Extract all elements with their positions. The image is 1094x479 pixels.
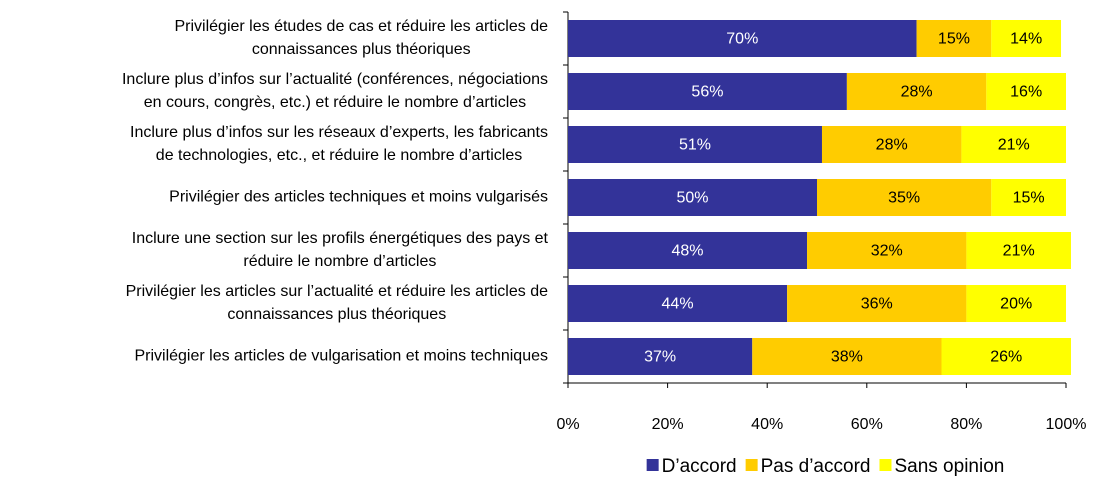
x-tick-label: 40% bbox=[751, 416, 783, 433]
bar-segment bbox=[568, 126, 822, 163]
category-label: Privilégier les articles sur l’actualité… bbox=[126, 283, 548, 300]
value-label: 38% bbox=[831, 349, 863, 366]
category-label: Privilégier des articles techniques et m… bbox=[169, 189, 548, 206]
x-tick-label: 80% bbox=[950, 416, 982, 433]
category-label: connaissances plus théoriques bbox=[227, 306, 446, 323]
category-label: réduire le nombre d’articles bbox=[243, 253, 436, 270]
x-tick-label: 60% bbox=[851, 416, 883, 433]
bar-segment bbox=[787, 285, 967, 322]
value-label: 20% bbox=[1000, 296, 1032, 313]
value-label: 37% bbox=[644, 349, 676, 366]
legend-label: D’accord bbox=[662, 456, 737, 477]
bar-segment bbox=[966, 285, 1066, 322]
value-label: 26% bbox=[990, 349, 1022, 366]
category-label: connaissances plus théoriques bbox=[252, 41, 471, 58]
value-label: 28% bbox=[901, 84, 933, 101]
legend-label: Pas d’accord bbox=[761, 456, 871, 477]
x-tick-label: 20% bbox=[652, 416, 684, 433]
bar-segment bbox=[568, 20, 917, 57]
value-label: 48% bbox=[672, 243, 704, 260]
legend-swatch bbox=[646, 459, 659, 471]
x-tick-label: 100% bbox=[1046, 416, 1087, 433]
value-label: 44% bbox=[662, 296, 694, 313]
bar-segment bbox=[568, 338, 753, 375]
value-label: 21% bbox=[998, 137, 1030, 154]
bar-segment bbox=[961, 126, 1066, 163]
category-label: Inclure plus d’infos sur les réseaux d’e… bbox=[130, 124, 548, 141]
value-label: 51% bbox=[679, 137, 711, 154]
bar-segment bbox=[807, 232, 967, 269]
bar-segment bbox=[941, 338, 1071, 375]
value-label: 14% bbox=[1010, 31, 1042, 48]
value-label: 50% bbox=[676, 190, 708, 207]
bar-segment bbox=[846, 73, 987, 110]
bar-segment bbox=[991, 20, 1062, 57]
legend-label: Sans opinion bbox=[894, 456, 1004, 477]
value-label: 15% bbox=[938, 31, 970, 48]
value-label: 36% bbox=[861, 296, 893, 313]
value-label: 21% bbox=[1003, 243, 1035, 260]
bar-segment bbox=[991, 179, 1066, 216]
bar-segment bbox=[986, 73, 1066, 110]
bar-segment bbox=[568, 73, 847, 110]
value-label: 70% bbox=[726, 31, 758, 48]
bar-segment bbox=[568, 232, 808, 269]
bar-segment bbox=[966, 232, 1071, 269]
x-tick-label: 0% bbox=[556, 416, 579, 433]
legend-swatch bbox=[745, 459, 758, 471]
value-label: 35% bbox=[888, 190, 920, 207]
value-label: 15% bbox=[1013, 190, 1045, 207]
value-label: 28% bbox=[876, 137, 908, 154]
bar-segment bbox=[752, 338, 942, 375]
value-label: 16% bbox=[1010, 84, 1042, 101]
value-label: 56% bbox=[691, 84, 723, 101]
category-label: Inclure une section sur les profils éner… bbox=[132, 230, 549, 247]
category-label: Privilégier les études de cas et réduire… bbox=[174, 18, 548, 35]
category-label: de technologies, etc., et réduire le nom… bbox=[156, 147, 522, 164]
category-label: en cours, congrès, etc.) et réduire le n… bbox=[144, 94, 526, 111]
bar-segment bbox=[568, 285, 788, 322]
bar-segment bbox=[821, 126, 962, 163]
bar-segment bbox=[568, 179, 817, 216]
bar-segment bbox=[916, 20, 992, 57]
category-label: Privilégier les articles de vulgarisatio… bbox=[134, 348, 548, 365]
bar-segment bbox=[817, 179, 992, 216]
value-label: 32% bbox=[871, 243, 903, 260]
category-label: Inclure plus d’infos sur l’actualité (co… bbox=[122, 71, 548, 88]
legend-swatch bbox=[879, 459, 892, 471]
